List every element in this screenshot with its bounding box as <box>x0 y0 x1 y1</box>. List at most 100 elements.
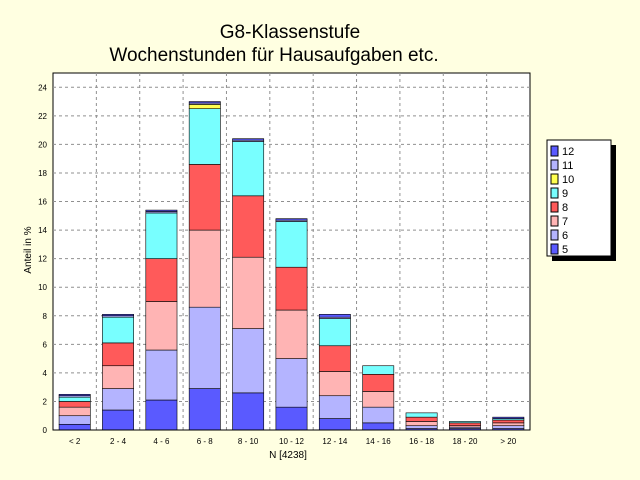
legend-items: 12 11 10 9 8 7 6 5 <box>550 145 574 256</box>
bar-segment <box>145 212 178 259</box>
bar-segment <box>188 388 221 431</box>
bar-segment <box>362 374 395 392</box>
bar-segment <box>145 349 178 401</box>
legend-swatch <box>550 159 559 171</box>
bar-segment <box>145 301 178 351</box>
bar-segment <box>362 391 395 408</box>
bar-segment <box>102 365 134 389</box>
bar-segment <box>188 164 221 231</box>
bar-segment <box>188 108 221 165</box>
bar-segment <box>318 314 351 318</box>
bar-segment <box>492 416 525 419</box>
x-tick-label: < 2 <box>69 437 81 446</box>
bar-segment <box>405 421 438 427</box>
bar-segment <box>102 316 134 344</box>
bar-segment <box>58 396 91 402</box>
y-tick-label: 22 <box>38 112 47 121</box>
bar-segment <box>232 195 265 258</box>
bar-segment <box>492 422 525 427</box>
bar-segment <box>58 393 91 397</box>
bar-segment <box>405 425 438 429</box>
bar-segment <box>405 416 438 422</box>
bar-segment <box>449 422 481 427</box>
y-tick-label: 16 <box>38 198 47 207</box>
y-axis-label: Anteil in % <box>23 226 34 273</box>
y-tick-label: 18 <box>38 169 47 178</box>
bar-segment <box>102 388 134 411</box>
bar-segment <box>188 229 221 308</box>
chart-title: G8-Klassenstufe <box>220 22 360 43</box>
bar-segment <box>102 342 134 367</box>
y-tick-label: 2 <box>43 397 48 406</box>
bar-segment <box>232 328 265 394</box>
legend: 12 11 10 9 8 7 6 5 <box>546 139 616 261</box>
bar-segment <box>275 266 308 311</box>
x-tick-label: 6 - 8 <box>197 437 214 446</box>
legend-label: 6 <box>562 230 568 242</box>
legend-label: 7 <box>562 216 568 228</box>
bar-segment <box>275 309 308 359</box>
legend-label: 11 <box>562 160 573 172</box>
legend-label: 12 <box>562 146 574 158</box>
bar-segment <box>58 406 91 417</box>
bar-segment <box>102 314 134 317</box>
bar-segment <box>145 399 178 431</box>
bar-segment <box>58 415 91 425</box>
bar-segment <box>232 138 265 141</box>
y-tick-label: 24 <box>38 83 47 92</box>
y-tick-label: 10 <box>38 283 47 292</box>
bar-segment <box>362 365 395 375</box>
x-tick-label: 18 - 20 <box>453 437 478 446</box>
bar-segment <box>318 418 351 431</box>
bar-segment <box>449 421 481 424</box>
bar-segment <box>275 221 308 268</box>
x-tick-label: 4 - 6 <box>153 437 170 446</box>
bar-segment <box>362 406 395 424</box>
bar-segment <box>102 409 134 431</box>
chart-subtitle: Wochenstunden für Hausaufgaben etc. <box>109 45 438 66</box>
legend-swatch <box>550 187 559 199</box>
bar-segment <box>275 218 308 221</box>
y-tick-label: 12 <box>38 255 47 264</box>
legend-swatch <box>550 145 559 157</box>
bar-segment <box>275 406 308 431</box>
x-tick-label: > 20 <box>500 437 516 446</box>
legend-label: 10 <box>562 174 574 186</box>
bar-segment <box>405 412 438 418</box>
bar-segment <box>58 423 91 431</box>
legend-label: 5 <box>562 244 568 256</box>
legend-label: 8 <box>562 202 568 214</box>
x-tick-label: 16 - 18 <box>409 437 434 446</box>
y-tick-label: 0 <box>43 426 48 435</box>
bars <box>58 101 525 431</box>
bar-segment <box>145 209 178 212</box>
x-tick-label: 12 - 14 <box>322 437 347 446</box>
bar-segment <box>232 256 265 329</box>
y-tick-label: 20 <box>38 140 47 149</box>
y-tick-label: 4 <box>43 369 48 378</box>
bar-segment <box>362 422 395 431</box>
legend-swatch <box>550 173 559 185</box>
bar-segment <box>318 318 351 347</box>
bar-segment <box>492 419 525 424</box>
x-axis-label: N [4238] <box>269 450 307 461</box>
bar-segment <box>188 104 221 110</box>
y-tick-label: 6 <box>43 340 48 349</box>
x-tick-label: 10 - 12 <box>279 437 304 446</box>
bar-segment <box>188 306 221 389</box>
bar-segment <box>275 358 308 408</box>
y-tick-label: 14 <box>38 226 47 235</box>
bar-segment <box>58 401 91 408</box>
x-axis-ticks: < 2 2 - 4 4 - 6 6 - 8 8 - 10 10 - 12 12 - 14 14… <box>69 437 517 446</box>
x-tick-label: 8 - 10 <box>238 437 259 446</box>
legend-label: 9 <box>562 188 568 200</box>
legend-swatch <box>550 201 559 213</box>
bar-segment <box>232 141 265 197</box>
bar-segment <box>188 101 221 104</box>
x-tick-label: 2 - 4 <box>110 437 127 446</box>
legend-swatch <box>550 215 559 227</box>
legend-swatch <box>550 229 559 241</box>
bar-segment <box>318 371 351 397</box>
